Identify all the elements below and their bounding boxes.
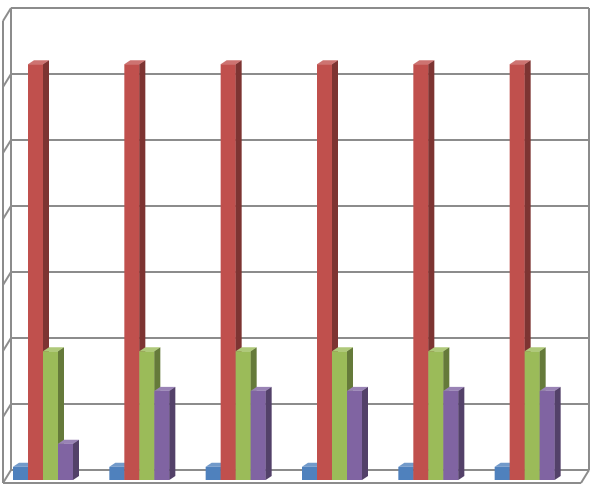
bar-front — [413, 64, 429, 480]
bar-top — [154, 386, 176, 391]
bar-top — [43, 347, 64, 352]
bar-front — [139, 351, 155, 480]
gridline-side — [2, 73, 12, 88]
bar-side — [169, 386, 176, 480]
bar-top — [250, 386, 272, 391]
bar-front — [220, 64, 236, 480]
gridlines — [2, 73, 589, 484]
bar — [154, 386, 176, 480]
bar-front — [28, 64, 43, 480]
bar-top — [347, 386, 368, 391]
bar-top — [509, 60, 531, 65]
bar-front — [398, 466, 414, 480]
bar — [347, 386, 368, 480]
bar-front — [154, 390, 170, 480]
bar-front — [205, 466, 221, 480]
gridline-side — [2, 469, 12, 484]
gridline-side — [2, 337, 12, 352]
bar-top — [124, 60, 146, 65]
gridline-side — [2, 205, 12, 220]
side-wall-top — [2, 7, 12, 22]
bar-side — [458, 386, 465, 480]
bar — [58, 439, 79, 480]
bar-front — [13, 466, 28, 480]
bar-front — [509, 64, 525, 480]
bar-front — [443, 390, 459, 480]
bars — [13, 60, 561, 480]
bar-side — [362, 386, 368, 480]
bar-front — [235, 351, 251, 480]
bar-front — [524, 351, 540, 480]
bar-side — [265, 386, 272, 480]
bar-top — [428, 347, 450, 352]
gridline-side — [2, 139, 12, 154]
bar-front — [347, 390, 362, 480]
bar-front — [58, 443, 73, 480]
bar-front — [428, 351, 444, 480]
bar — [443, 386, 465, 480]
bar-top — [220, 60, 242, 65]
bar-front — [539, 390, 555, 480]
bar-front — [494, 466, 510, 480]
bar — [539, 386, 561, 480]
plot-frame — [2, 7, 590, 484]
bar-top — [317, 60, 338, 65]
bar-front — [302, 466, 317, 480]
floor-right-edge — [580, 469, 590, 484]
bar-side — [73, 439, 79, 480]
bar-front — [250, 390, 266, 480]
bar-top — [539, 386, 561, 391]
gridline-side — [2, 403, 12, 418]
bar-top — [139, 347, 161, 352]
bar-front — [317, 64, 332, 480]
bar-side — [554, 386, 561, 480]
bar-top — [443, 386, 465, 391]
gridline-side — [2, 271, 12, 286]
bar-top — [235, 347, 257, 352]
bar-top — [524, 347, 546, 352]
bar-front — [109, 466, 125, 480]
bar-front — [332, 351, 347, 480]
bar-top — [58, 439, 79, 444]
bar-top — [28, 60, 49, 65]
bar-front — [124, 64, 140, 480]
bar-front — [43, 351, 58, 480]
bar-top — [413, 60, 435, 65]
bar-top — [332, 347, 353, 352]
bar — [250, 386, 272, 480]
